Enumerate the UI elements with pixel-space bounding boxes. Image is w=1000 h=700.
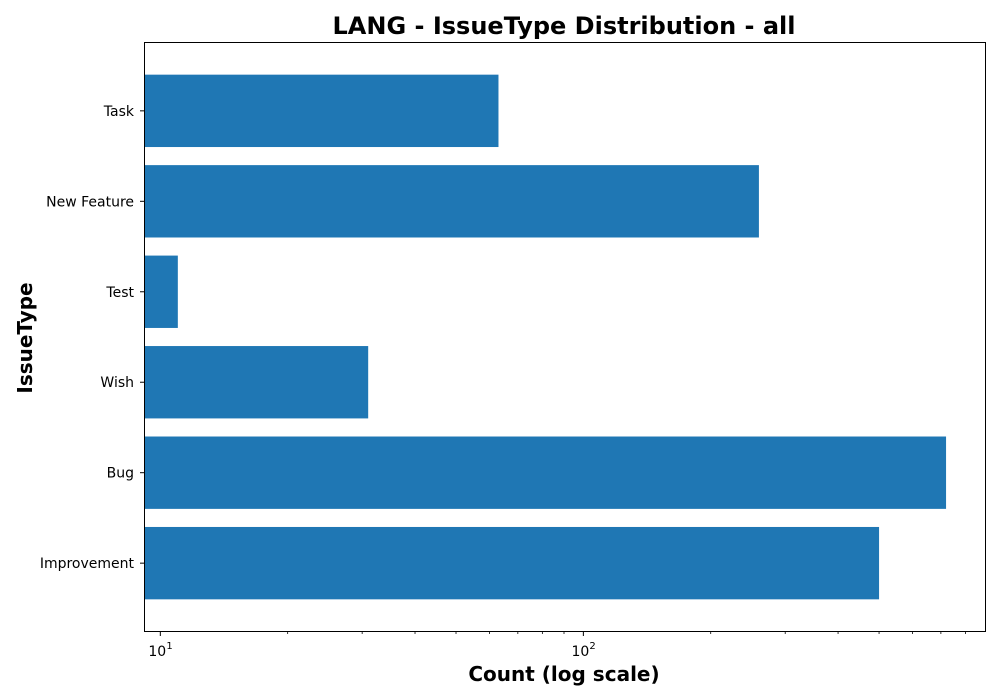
bar-bug <box>145 436 947 509</box>
bar-improvement <box>145 526 880 600</box>
y-tick-label-wish: Wish <box>100 375 134 391</box>
y-axis-label: IssueType <box>13 282 37 393</box>
y-ticks-group: Improvement Bug Wish Test New Feature Task <box>40 104 145 572</box>
y-tick-label-improvement: Improvement <box>40 556 135 572</box>
y-tick-label-bug: Bug <box>107 466 134 482</box>
x-axis-label: Count (log scale) <box>468 662 659 686</box>
y-tick-label-new-feature: New Feature <box>46 194 134 210</box>
bar-task <box>145 74 499 148</box>
bar-new-feature <box>145 165 759 238</box>
x-tick-exponent-100: 2 <box>589 641 595 652</box>
x-tick-label-100: 10 <box>571 644 589 660</box>
chart-title: LANG - IssueType Distribution - all <box>333 12 796 40</box>
x-ticks-group: 10 1 10 2 <box>148 631 966 660</box>
x-tick-exponent-10: 1 <box>166 641 172 652</box>
bar-wish <box>145 346 369 419</box>
bar-test <box>145 255 178 328</box>
y-tick-label-task: Task <box>103 104 135 120</box>
bars-group <box>145 74 947 600</box>
plot-frame <box>144 42 986 632</box>
x-tick-label-10: 10 <box>148 644 166 660</box>
y-tick-label-test: Test <box>105 285 134 301</box>
